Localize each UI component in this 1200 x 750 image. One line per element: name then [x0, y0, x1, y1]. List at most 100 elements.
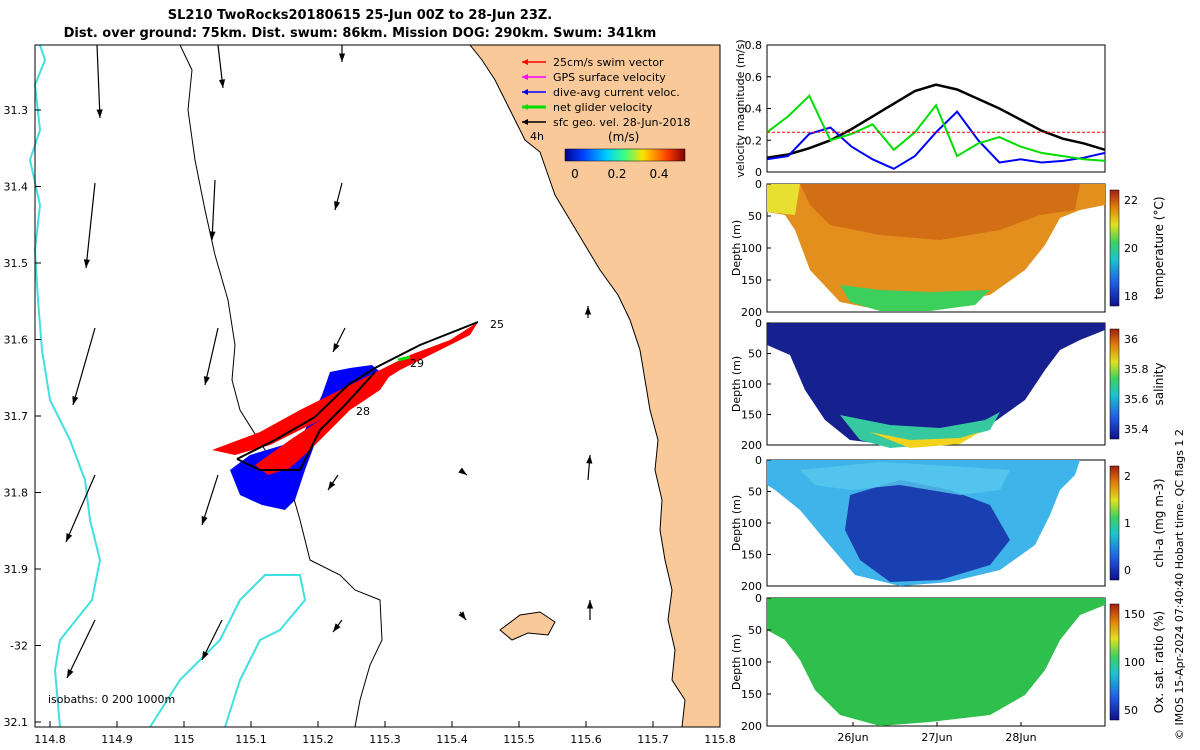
map-y-tick-label: 31.9 [4, 563, 29, 576]
legend-label: net glider velocity [553, 101, 653, 114]
map-y-tick-label: 31.5 [4, 257, 29, 270]
legend-label: 25cm/s swim vector [553, 56, 664, 69]
map-y-tick-label: 31.3 [4, 104, 29, 117]
map-x-tick-label: 115.4 [436, 733, 468, 746]
map-title-line2: Dist. over ground: 75km. Dist. swum: 86k… [63, 26, 657, 41]
depth-ylabel: Depth (m) [730, 356, 743, 412]
map-x-tick-label: 115.8 [704, 733, 736, 746]
colorbar-tick-label: 18 [1124, 290, 1138, 303]
map-y-tick-label: -32 [10, 640, 28, 653]
depth-ylabel: Depth (m) [730, 634, 743, 690]
chla-panel: 0 50 100 150 200 Depth (m) 2 1 0 chl-a (mg m-3) [730, 454, 1166, 593]
velocity-arrow [85, 182, 96, 269]
colorbar-tick-label: 22 [1124, 194, 1138, 207]
date-tick-label: 27Jun [921, 731, 952, 744]
velocity-arrowhead [203, 376, 210, 385]
colorbar-label: chl-a (mg m-3) [1152, 478, 1166, 567]
velocity-series-line [766, 110, 1106, 170]
colorbar-tick-label: 35.6 [1124, 393, 1149, 406]
map-title-line1: SL210 TwoRocks20180615 25-Jun 00Z to 28-… [167, 8, 553, 23]
chla-labels: 0 50 100 150 200 Depth (m) 2 1 0 chl-a (mg m-3) [730, 454, 1166, 593]
depth-tick-label: 0 [755, 178, 762, 191]
depth-tick-label: 50 [748, 486, 762, 499]
map-y-tick-label: 31.4 [4, 181, 29, 194]
map-y-tick-label: 32.1 [4, 716, 29, 729]
velocity-arrowhead [66, 533, 73, 542]
salinity-labels: 0 50 100 150 200 Depth (m) 36 35.8 35.6 35.4 salin… [730, 317, 1166, 452]
velocity-arrowhead [338, 53, 346, 62]
velocity-ylabel: velocity magnitude (m/s) [734, 39, 747, 177]
velocity-arrow [72, 327, 96, 406]
isobath-200 [179, 44, 383, 728]
velocity-y-tick-label: 0.8 [745, 39, 763, 52]
depth-tick-label: 0 [755, 454, 762, 467]
colorbar-tick-label: 36 [1124, 333, 1138, 346]
velocity-arrowhead [458, 467, 467, 475]
map-x-tick-label: 115.5 [503, 733, 535, 746]
velocity-arrowhead [67, 669, 74, 678]
depth-tick-label: 100 [741, 517, 762, 530]
map-x-tick-label: 115.1 [235, 733, 267, 746]
map-y-tick-label: 31.7 [4, 410, 29, 423]
speed-colorbar [564, 148, 686, 162]
depth-tick-label: 200 [741, 580, 762, 593]
depth-ylabel: Depth (m) [730, 495, 743, 551]
legend-arrowhead [522, 119, 528, 125]
date-tick-label: 28Jun [1005, 731, 1036, 744]
depth-tick-label: 50 [748, 348, 762, 361]
net-glider-line [397, 355, 411, 362]
depth-tick-label: 200 [741, 720, 762, 733]
scale-time-label: 4h [530, 130, 544, 143]
colorbar-tick-label: 150 [1124, 608, 1145, 621]
colorbar-tick-label: 100 [1124, 656, 1145, 669]
glider-path [236, 321, 479, 460]
velocity-arrowhead [584, 306, 592, 315]
colorbar-tick-label: 35.4 [1124, 423, 1149, 436]
speed-colorbar-ticks: 0 0.2 0.4 [571, 167, 668, 181]
depth-tick-label: 200 [741, 439, 762, 452]
velocity-arrow [201, 474, 219, 526]
glider-track [212, 321, 479, 510]
coastline-land [468, 44, 721, 728]
temperature-panel: 0 50 100 150 200 Depth (m) 22 20 18 temperature (… [730, 178, 1166, 319]
heatmap-colorbar [1109, 603, 1120, 721]
colorbar-tick-label: 0 [1124, 564, 1131, 577]
velocity-arrow [65, 474, 96, 543]
glider-path-return [236, 371, 376, 471]
oxygen-field [767, 598, 1105, 726]
date-tick-label: 26Jun [837, 731, 868, 744]
salinity-bottom-yellow [870, 432, 980, 448]
map-x-tick-label: 114.8 [34, 733, 66, 746]
velocity-arrowhead [333, 623, 341, 632]
legend-label: GPS surface velocity [553, 71, 666, 84]
surface-velocity-arrows [65, 44, 594, 679]
isobath-1000-west [28, 44, 102, 728]
temperature-west-yellow [767, 184, 800, 215]
temperature-surface-warm [800, 184, 1080, 240]
swim-vector-patch-b [255, 368, 395, 475]
heatmap-colorbar [1109, 189, 1120, 307]
velocity-arrowhead [328, 481, 336, 490]
legend-arrowhead [522, 74, 528, 80]
legend-arrowhead [522, 104, 528, 110]
depth-ylabel: Depth (m) [730, 220, 743, 276]
velocity-arrowhead [209, 231, 216, 240]
legend-label: dive-avg current veloc. [553, 86, 680, 99]
heatmap-colorbar [1109, 465, 1120, 581]
depth-tick-label: 50 [748, 624, 762, 637]
chla-core-dark [845, 480, 1010, 582]
depth-tick-label: 0 [755, 317, 762, 330]
velocity-y-tick-label: 0.2 [745, 134, 763, 147]
island [499, 611, 556, 641]
velocity-arrow [204, 327, 219, 386]
velocity-arrowhead [202, 651, 209, 660]
velocity-arrow [66, 619, 96, 679]
colorbar-tick-label: 20 [1124, 242, 1138, 255]
colorbar-label: salinity [1152, 362, 1166, 405]
colorbar-tick-label: 1 [1124, 517, 1131, 530]
depth-tick-label: 150 [741, 549, 762, 562]
velocity-arrow [211, 179, 216, 241]
map-y-tick-label: 31.8 [4, 487, 29, 500]
